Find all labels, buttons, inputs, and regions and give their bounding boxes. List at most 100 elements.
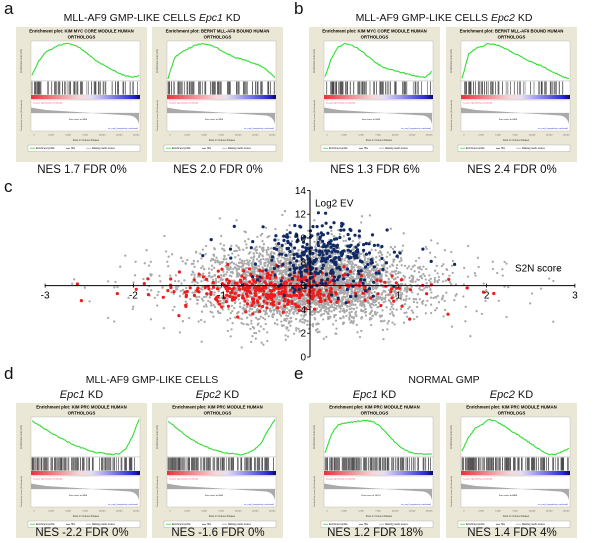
data-point xyxy=(360,274,363,277)
data-point xyxy=(434,277,436,279)
data-point xyxy=(438,276,440,278)
data-point xyxy=(381,292,383,294)
data-point xyxy=(330,230,332,232)
data-point xyxy=(297,301,299,303)
legend-label: Enrichment profile xyxy=(329,147,348,150)
data-point xyxy=(245,243,247,245)
x-tick-label: 15,000 xyxy=(426,135,433,137)
data-point xyxy=(445,292,447,294)
data-point xyxy=(392,313,394,315)
data-point xyxy=(321,304,323,306)
data-point xyxy=(208,275,210,277)
title-text: MLL-AF9 GMP-LIKE CELLS xyxy=(356,12,491,24)
data-point xyxy=(278,302,281,305)
x-tick-label: 2,500 xyxy=(341,511,347,513)
data-point xyxy=(498,300,500,302)
data-point xyxy=(371,315,373,317)
es-plot-area xyxy=(461,41,570,81)
nes-label-b1: NES 1.3 FDR 6% xyxy=(309,164,441,177)
data-point xyxy=(250,320,252,322)
data-point xyxy=(401,292,403,294)
x-tick-label: 10,000 xyxy=(392,511,399,513)
data-point xyxy=(286,307,288,309)
data-point xyxy=(229,266,231,268)
data-point xyxy=(369,214,371,216)
data-point xyxy=(379,259,381,261)
data-point xyxy=(215,278,217,280)
data-point xyxy=(388,320,390,322)
data-point xyxy=(388,278,390,280)
data-point xyxy=(390,246,392,248)
data-point xyxy=(333,302,335,304)
data-point xyxy=(389,308,391,310)
gsea-plot-a1: Enrichment plot: KIM MYC CORE MODULE HUM… xyxy=(16,27,147,162)
data-point xyxy=(376,286,378,288)
data-point xyxy=(415,260,417,262)
data-point xyxy=(391,271,393,273)
data-point xyxy=(436,265,438,267)
gene-name: Epc2 xyxy=(196,389,221,401)
data-point xyxy=(481,313,483,315)
data-point xyxy=(239,306,241,308)
negative-label: 'na_neg' (negatively correlated) xyxy=(244,127,275,130)
data-point xyxy=(334,253,336,255)
title-text: KD xyxy=(223,12,241,24)
data-point xyxy=(364,259,366,261)
data-point xyxy=(191,291,193,293)
data-point xyxy=(315,263,317,265)
data-point xyxy=(243,300,246,303)
data-point xyxy=(301,321,303,323)
data-point xyxy=(213,247,215,249)
data-point xyxy=(403,299,405,301)
data-point xyxy=(400,308,402,310)
data-point xyxy=(295,327,297,329)
data-point xyxy=(314,246,316,248)
zero-cross-label: Zero cross at 8880 xyxy=(499,494,518,497)
data-point xyxy=(434,256,436,258)
data-point xyxy=(380,251,382,253)
data-point xyxy=(450,283,452,285)
data-point xyxy=(356,307,358,309)
data-point xyxy=(193,266,195,268)
data-point xyxy=(387,251,389,253)
data-point xyxy=(260,234,262,236)
data-point xyxy=(327,313,329,315)
data-point xyxy=(260,325,262,327)
data-point xyxy=(212,304,214,306)
x-tick-label: 10,000 xyxy=(99,511,106,513)
data-point xyxy=(365,308,367,310)
data-point xyxy=(368,302,370,304)
legend-label: Enrichment profile xyxy=(466,147,485,150)
legend-label: Ranking metric scores xyxy=(228,147,252,150)
data-point xyxy=(219,263,221,265)
data-point xyxy=(379,255,381,257)
data-point xyxy=(262,344,264,346)
data-point xyxy=(406,316,408,318)
data-point xyxy=(316,331,318,333)
data-point xyxy=(223,256,225,258)
data-point xyxy=(276,245,278,247)
data-point xyxy=(419,276,421,278)
x-axis-label: Rank in Ordered Dataset xyxy=(73,515,100,518)
data-point xyxy=(350,276,352,278)
data-point xyxy=(220,235,222,237)
data-point xyxy=(316,303,318,305)
plot-title: Enrichment plot: KIM MYC CORE MODULE HUM… xyxy=(29,29,134,34)
data-point xyxy=(438,301,440,303)
data-point xyxy=(177,314,180,317)
data-point xyxy=(334,314,336,316)
nes-label-e2: NES 1.4 FDR 4% xyxy=(446,527,578,540)
x-tick-label: 5,000 xyxy=(495,135,501,137)
data-point xyxy=(252,261,254,263)
es-axis-label: Enrichment score (ES) xyxy=(313,49,316,73)
data-point xyxy=(453,299,455,301)
data-point xyxy=(331,304,333,306)
x-tick-label: 5,000 xyxy=(65,511,71,513)
es-axis-label: Enrichment score (ES) xyxy=(313,425,316,449)
data-point xyxy=(505,316,507,318)
data-point xyxy=(222,271,224,273)
data-point xyxy=(354,289,356,291)
data-point xyxy=(343,282,345,284)
data-point xyxy=(426,286,428,288)
data-point xyxy=(382,338,384,340)
